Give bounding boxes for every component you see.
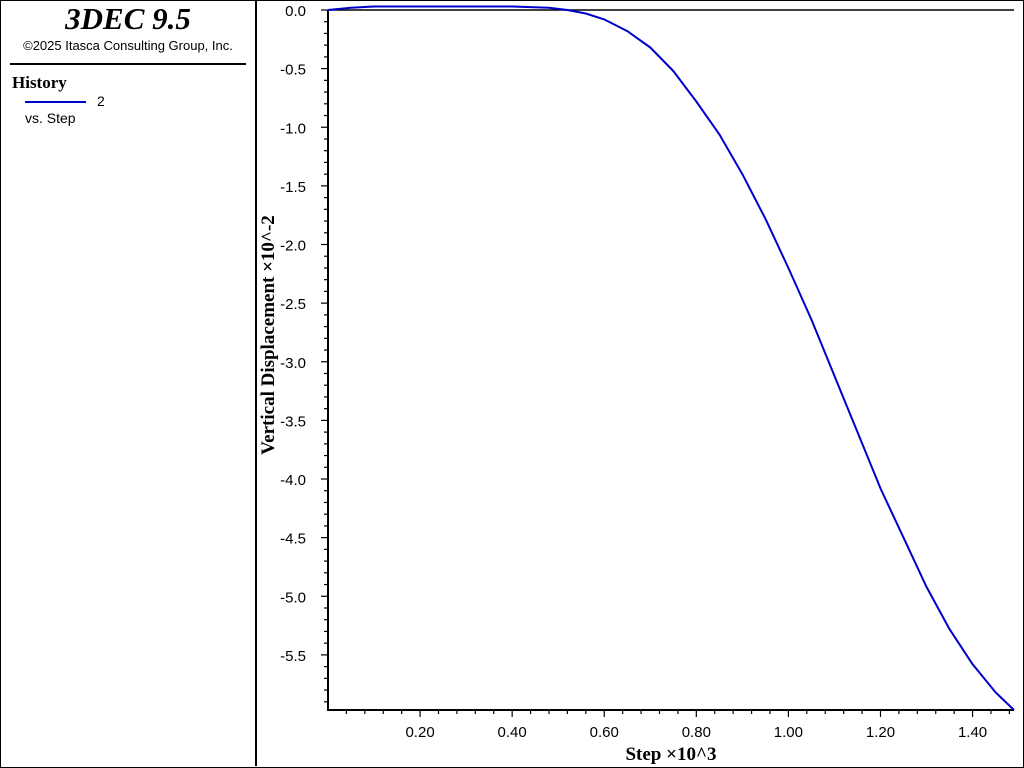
y-tick-label: -5.0: [280, 589, 306, 606]
x-tick-label: 1.20: [866, 724, 895, 741]
y-tick-label: -2.0: [280, 238, 306, 255]
y-tick-label: -5.5: [280, 648, 306, 665]
y-tick-label: -1.0: [280, 120, 306, 137]
app-title: 3DEC 9.5: [65, 1, 191, 36]
legend-panel: 3DEC 9.5 ©2025 Itasca Consulting Group, …: [1, 1, 257, 766]
legend-series-swatch: [25, 101, 86, 103]
x-tick-label: 1.40: [958, 724, 987, 741]
y-tick-label: -1.5: [280, 179, 306, 196]
tick-labels: 0.0 -0.5 -1.0 -1.5 -2.0 -2.5 -3.0 -3.5 -4.0 -4.5 -…: [280, 3, 987, 741]
y-tick-label: -3.0: [280, 355, 306, 372]
x-tick-label: 0.40: [498, 724, 527, 741]
legend-vs-label: vs. Step: [25, 110, 76, 126]
y-tick-label: -0.5: [280, 62, 306, 79]
tick-marks: [321, 9, 1010, 717]
x-tick-label: 0.60: [590, 724, 619, 741]
x-tick-label: 0.20: [405, 724, 434, 741]
series-line-2: [327, 5, 1015, 711]
y-tick-label: 0.0: [285, 3, 306, 20]
x-axis-title: Step ×10^3: [625, 744, 716, 765]
x-tick-label: 1.00: [774, 724, 803, 741]
plot-axes: [327, 9, 1014, 711]
legend-series-label: 2: [97, 93, 105, 109]
y-tick-label: -3.5: [280, 413, 306, 430]
series-group: [327, 5, 1015, 711]
y-tick-label: -4.5: [280, 531, 306, 548]
y-axis-title: Vertical Displacement ×10^-2: [258, 215, 279, 455]
y-tick-label: -2.5: [280, 296, 306, 313]
copyright-text: ©2025 Itasca Consulting Group, Inc.: [23, 38, 233, 53]
legend-divider: [10, 63, 246, 65]
y-tick-label: -4.0: [280, 472, 306, 489]
legend-heading: History: [12, 73, 67, 92]
x-tick-label: 0.80: [682, 724, 711, 741]
